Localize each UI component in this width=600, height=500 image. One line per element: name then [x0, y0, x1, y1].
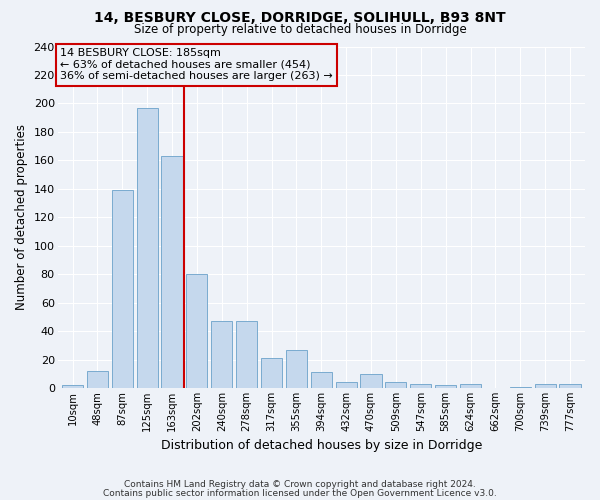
- Bar: [460, 384, 481, 388]
- Bar: [211, 321, 232, 388]
- Bar: [385, 382, 406, 388]
- Bar: [236, 321, 257, 388]
- Bar: [410, 384, 431, 388]
- Bar: [435, 385, 456, 388]
- Bar: [335, 382, 357, 388]
- Bar: [87, 371, 108, 388]
- Bar: [559, 384, 581, 388]
- Bar: [510, 386, 531, 388]
- Bar: [62, 385, 83, 388]
- Bar: [187, 274, 208, 388]
- Text: Contains public sector information licensed under the Open Government Licence v3: Contains public sector information licen…: [103, 489, 497, 498]
- X-axis label: Distribution of detached houses by size in Dorridge: Distribution of detached houses by size …: [161, 440, 482, 452]
- Bar: [137, 108, 158, 388]
- Bar: [261, 358, 282, 388]
- Y-axis label: Number of detached properties: Number of detached properties: [15, 124, 28, 310]
- Bar: [112, 190, 133, 388]
- Text: 14 BESBURY CLOSE: 185sqm
← 63% of detached houses are smaller (454)
36% of semi-: 14 BESBURY CLOSE: 185sqm ← 63% of detach…: [60, 48, 333, 82]
- Bar: [286, 350, 307, 388]
- Text: Contains HM Land Registry data © Crown copyright and database right 2024.: Contains HM Land Registry data © Crown c…: [124, 480, 476, 489]
- Bar: [311, 372, 332, 388]
- Text: 14, BESBURY CLOSE, DORRIDGE, SOLIHULL, B93 8NT: 14, BESBURY CLOSE, DORRIDGE, SOLIHULL, B…: [94, 11, 506, 25]
- Text: Size of property relative to detached houses in Dorridge: Size of property relative to detached ho…: [134, 22, 466, 36]
- Bar: [161, 156, 182, 388]
- Bar: [535, 384, 556, 388]
- Bar: [361, 374, 382, 388]
